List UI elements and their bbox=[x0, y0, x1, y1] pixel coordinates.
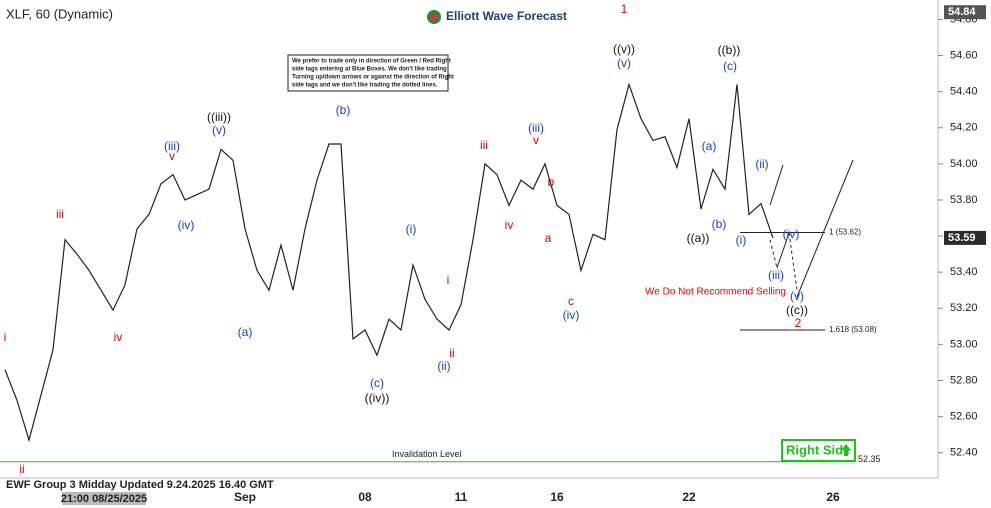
y-tick-label: 52.80 bbox=[950, 374, 978, 386]
wave-label: (c) bbox=[723, 59, 737, 73]
note-box bbox=[287, 54, 449, 92]
wave-label: a bbox=[545, 231, 552, 245]
right-side: Right Side bbox=[786, 442, 850, 457]
y-tick-label: 52.40 bbox=[950, 447, 978, 459]
right-side-box bbox=[781, 439, 856, 462]
price-tag-box bbox=[944, 5, 986, 20]
projection bbox=[769, 164, 784, 206]
x-tick-label: 11 bbox=[455, 490, 468, 504]
wave-label: (iv) bbox=[563, 308, 580, 322]
note-line: Turning up/down arrows or against the di… bbox=[292, 75, 454, 81]
x-tick-label: 08 bbox=[358, 490, 372, 504]
y-tick-label: 52.60 bbox=[950, 411, 978, 423]
wave-label: (ii) bbox=[437, 359, 450, 373]
wave-label: (i) bbox=[736, 233, 747, 247]
y-tick-label: 54.00 bbox=[950, 158, 978, 170]
wave-label: ((c)) bbox=[786, 303, 808, 317]
wave-label: ((b)) bbox=[718, 43, 741, 57]
fib-label: 1 (53.62) bbox=[829, 228, 861, 237]
wave-label: (a) bbox=[238, 325, 253, 339]
wave-label: (v) bbox=[790, 289, 804, 303]
price-line bbox=[4, 82, 774, 443]
wave-label: v bbox=[533, 133, 539, 147]
y-tick-label: 54.20 bbox=[950, 122, 978, 134]
logo-icon bbox=[430, 13, 438, 21]
invalidation-text: Invalidation Level bbox=[392, 449, 462, 459]
x-tick-label: 16 bbox=[550, 490, 564, 504]
x-tick-label: 22 bbox=[682, 490, 696, 504]
wave-label: (b) bbox=[336, 103, 351, 117]
symbol: XLF, 60 (Dynamic) bbox=[6, 6, 113, 21]
wave-label: (iv) bbox=[178, 218, 195, 232]
wave-label: i bbox=[447, 273, 450, 287]
wave-label: (ii) bbox=[755, 157, 768, 171]
wave-label: (i) bbox=[406, 222, 417, 236]
logo: Elliott Wave Forecast bbox=[446, 9, 567, 23]
wave-label: ((v)) bbox=[613, 42, 635, 56]
wave-label: b bbox=[548, 175, 555, 189]
price-tag: 54.84 bbox=[948, 6, 976, 18]
wave-label: (iv) bbox=[783, 227, 800, 241]
wave-label: (iii) bbox=[528, 121, 544, 135]
wave-label: 2 bbox=[795, 316, 802, 330]
wave-label: iii bbox=[480, 138, 488, 152]
x-tick-label: Sep bbox=[234, 490, 256, 504]
x-tick-label: 26 bbox=[826, 490, 840, 504]
wave-label: iv bbox=[505, 218, 514, 232]
y-tick-label: 54.40 bbox=[950, 86, 978, 98]
note-line: side tags entering at Blue Boxes. We don… bbox=[292, 67, 447, 73]
wave-label: ((iii)) bbox=[207, 110, 231, 124]
projection bbox=[776, 232, 790, 269]
wave-label: i bbox=[4, 330, 7, 344]
y-tick-label: 53.80 bbox=[950, 194, 978, 206]
wave-label: (c) bbox=[370, 376, 384, 390]
invalidation-label: 52.35 bbox=[858, 454, 881, 464]
y-tick-label: 54.60 bbox=[950, 49, 978, 61]
wave-label: ii bbox=[449, 346, 454, 360]
footer: EWF Group 3 Midday Updated 9.24.2025 16.… bbox=[6, 479, 274, 491]
arrow-icon bbox=[841, 444, 851, 456]
projection bbox=[796, 159, 854, 298]
crosshair-label: 21:00 08/25/2025 bbox=[61, 493, 147, 505]
note: We prefer to trade only in direction of … bbox=[292, 59, 454, 89]
projection bbox=[769, 239, 778, 269]
price-tag-box bbox=[944, 230, 986, 245]
wave-label: ((iv)) bbox=[365, 391, 390, 405]
y-tick-label: 53.20 bbox=[950, 302, 978, 314]
wave-label: (iii) bbox=[768, 268, 784, 282]
wave-label: ii bbox=[19, 462, 24, 476]
note-line: We prefer to trade only in direction of … bbox=[292, 59, 451, 65]
wave-label: iv bbox=[114, 330, 123, 344]
warning: We Do Not Recommend Selling bbox=[645, 287, 786, 298]
crosshair-box bbox=[62, 492, 146, 505]
wave-label: (b) bbox=[712, 217, 727, 231]
y-tick-label: 53.00 bbox=[950, 338, 978, 350]
wave-label: ((a)) bbox=[687, 231, 710, 245]
wave-label: 1 bbox=[621, 2, 628, 16]
wave-label: c bbox=[568, 294, 574, 308]
wave-label: iii bbox=[56, 207, 64, 221]
price-tag: 53.59 bbox=[948, 232, 976, 244]
wave-label: v bbox=[169, 149, 175, 163]
wave-label: (v) bbox=[617, 56, 631, 70]
note-line: side tags and we don't like trading the … bbox=[292, 83, 438, 89]
wave-label: (v) bbox=[212, 123, 226, 137]
y-tick-label: 53.40 bbox=[950, 266, 978, 278]
wave-label: (a) bbox=[702, 139, 717, 153]
fib-label: 1.618 (53.08) bbox=[829, 325, 877, 334]
wave-label: (iii) bbox=[164, 139, 180, 153]
